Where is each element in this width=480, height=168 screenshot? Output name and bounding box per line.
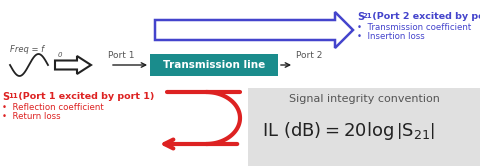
Text: 0: 0 [58, 52, 62, 58]
Text: 11: 11 [8, 94, 18, 99]
Text: •  Insertion loss: • Insertion loss [357, 32, 425, 41]
Text: •  Transmission coefficient: • Transmission coefficient [357, 23, 471, 32]
Text: Signal integrity convention: Signal integrity convention [288, 94, 439, 104]
Text: •  Return loss: • Return loss [2, 112, 60, 121]
Text: $\mathrm{IL\ (dB) = 20\log\left|S_{21}\right|}$: $\mathrm{IL\ (dB) = 20\log\left|S_{21}\r… [262, 120, 435, 142]
Text: S: S [2, 92, 9, 102]
Text: S: S [357, 12, 364, 22]
Text: Port 1: Port 1 [108, 51, 134, 60]
Text: Freq = f: Freq = f [10, 46, 44, 54]
Text: (Port 1 excited by port 1): (Port 1 excited by port 1) [15, 92, 155, 101]
FancyBboxPatch shape [150, 54, 278, 76]
Text: (Port 2 excited by port 1): (Port 2 excited by port 1) [369, 12, 480, 21]
Text: Transmission line: Transmission line [163, 60, 265, 70]
Polygon shape [155, 12, 353, 48]
Text: 21: 21 [362, 13, 372, 19]
Text: Port 2: Port 2 [296, 51, 323, 60]
Polygon shape [55, 56, 91, 74]
FancyBboxPatch shape [248, 88, 480, 166]
Text: •  Reflection coefficient: • Reflection coefficient [2, 103, 104, 112]
